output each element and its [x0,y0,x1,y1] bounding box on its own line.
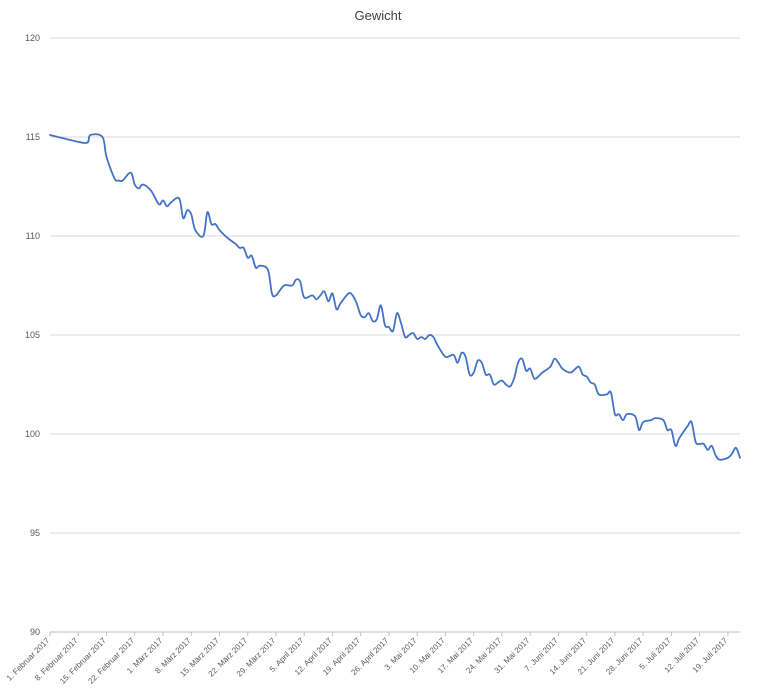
y-axis-tick-labels: 90 95 100 105 110 115 120 [25,33,40,637]
y-tick-label: 115 [26,132,40,142]
y-tick-label: 105 [25,330,40,340]
series-line [49,133,741,461]
series-layer [49,133,741,461]
y-tick-label: 120 [25,33,40,43]
gridlines [50,37,740,534]
y-tick-label: 110 [26,231,40,241]
y-tick-label: 95 [30,528,40,538]
y-tick-label: 100 [25,429,40,439]
y-tick-label: 90 [30,627,40,637]
chart-title: Gewicht [355,8,402,23]
